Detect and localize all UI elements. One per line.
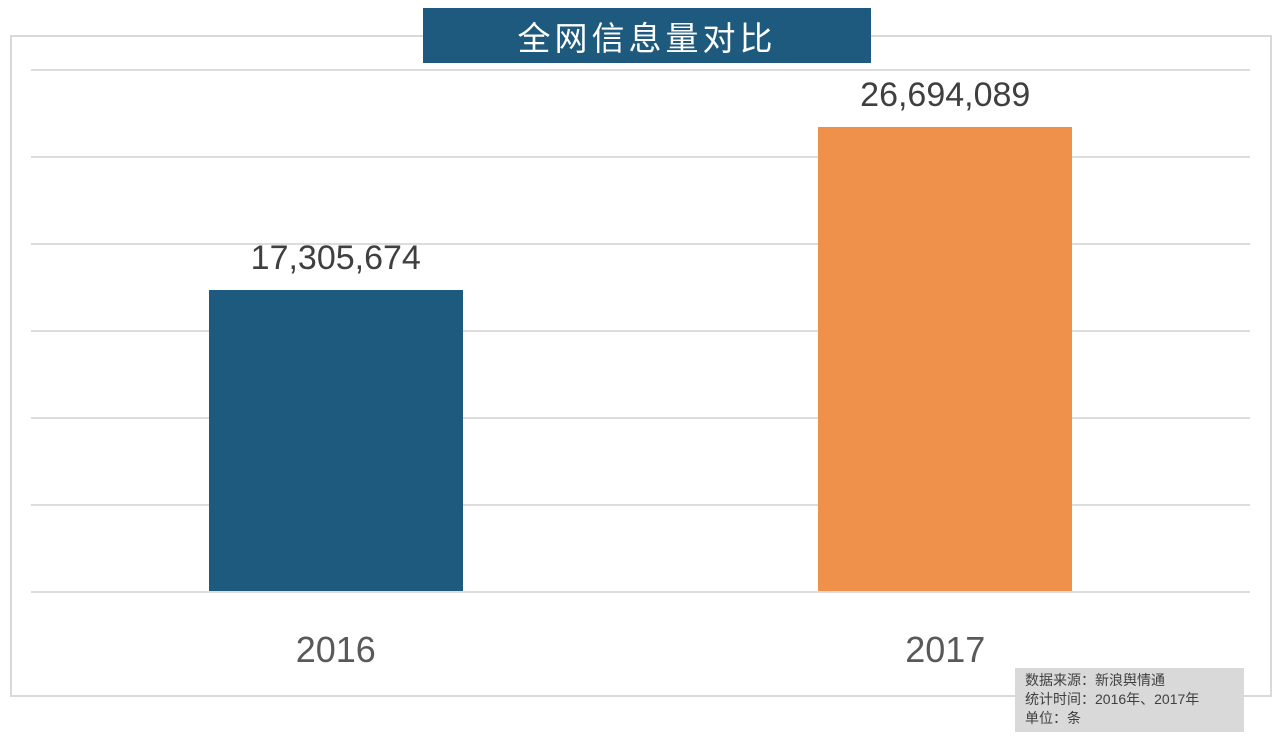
gridline: [31, 417, 1250, 419]
value-label-2017: 26,694,089: [860, 76, 1031, 114]
gridline: [31, 156, 1250, 158]
plot-border: [10, 35, 1272, 697]
gridline: [31, 591, 1250, 593]
gridline: [31, 243, 1250, 245]
gridline: [31, 504, 1250, 506]
bar-2016: [208, 290, 463, 591]
chart-title: 全网信息量对比: [517, 19, 777, 57]
source-note-line-source: 数据来源：新浪舆情通: [1025, 672, 1165, 688]
value-label-2016: 17,305,674: [250, 239, 421, 277]
category-label-2017: 2017: [905, 629, 986, 670]
chart-title-banner: 全网信息量对比: [423, 8, 871, 63]
source-note-line-unit: 单位：条: [1025, 710, 1081, 726]
source-note-line-period: 统计时间：2016年、2017年: [1025, 691, 1200, 707]
category-label-2016: 2016: [295, 629, 376, 670]
source-note: 数据来源：新浪舆情通 统计时间：2016年、2017年 单位：条: [1015, 668, 1244, 732]
bar-2017: [818, 127, 1073, 591]
gridline: [31, 330, 1250, 332]
gridline: [31, 69, 1250, 71]
